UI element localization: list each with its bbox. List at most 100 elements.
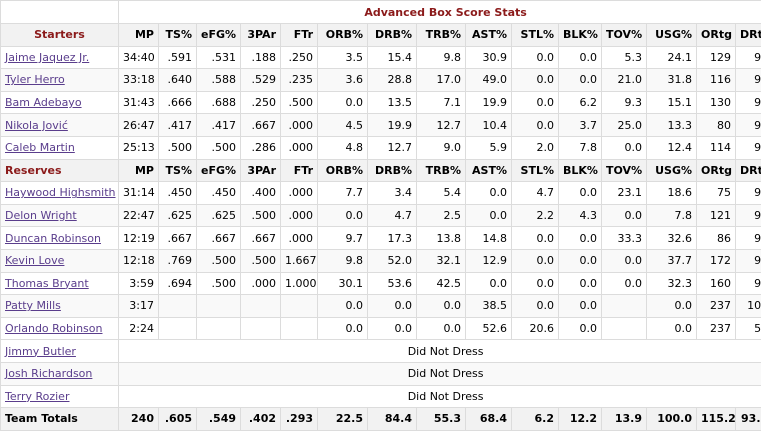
- stat-cell: 96: [734, 68, 761, 92]
- stat-cell: 13.8: [416, 226, 466, 250]
- player-link[interactable]: Caleb Martin: [5, 141, 75, 155]
- stat-cell: .591: [158, 45, 197, 70]
- column-header[interactable]: ORB%: [317, 23, 368, 47]
- stat-cell: 99: [734, 45, 761, 70]
- stat-cell: 0.0: [558, 45, 602, 70]
- column-header[interactable]: ORB%: [317, 158, 368, 183]
- column-header[interactable]: TOV%: [601, 158, 647, 183]
- column-header[interactable]: DRB%: [367, 23, 417, 47]
- stat-cell: 3.6: [317, 68, 368, 92]
- player-link[interactable]: Patty Mills: [5, 299, 61, 313]
- total-cell: 6.2: [511, 407, 559, 431]
- stat-cell: 237: [696, 316, 736, 341]
- column-header[interactable]: MP: [118, 158, 159, 183]
- column-header[interactable]: BLK%: [558, 158, 602, 183]
- player-link[interactable]: Bam Adebayo: [5, 96, 82, 110]
- column-header[interactable]: FTr: [280, 23, 318, 47]
- total-cell: 68.4: [465, 407, 512, 431]
- total-cell: 84.4: [367, 407, 417, 431]
- column-header[interactable]: ORtg: [696, 23, 736, 47]
- stat-cell: 4.8: [317, 135, 368, 160]
- stat-cell: 0.0: [558, 271, 602, 296]
- stat-cell: 3.7: [558, 113, 602, 137]
- player-row: Tyler Herro 33:18.640.588.529.235 3.6 28.8 1…: [0, 68, 761, 92]
- stat-cell: .769: [158, 248, 197, 273]
- stat-cell: 1.000: [280, 271, 318, 296]
- player-link[interactable]: Orlando Robinson: [5, 322, 103, 336]
- stat-cell: 15.4: [367, 45, 417, 70]
- stat-cell: .000: [280, 203, 318, 228]
- player-link[interactable]: Jimmy Butler: [5, 344, 76, 358]
- player-row: Orlando Robinson 2:24 0.0 0.0 0.0 52.6 20.6 0.0…: [0, 316, 761, 341]
- stat-cell: 94: [734, 203, 761, 228]
- player-link[interactable]: Haywood Highsmith: [5, 186, 116, 200]
- stat-cell: 75: [696, 181, 736, 205]
- stat-cell: 12.7: [367, 135, 417, 160]
- column-header[interactable]: TRB%: [416, 158, 466, 183]
- stat-cell: 0.0: [646, 316, 697, 341]
- player-link[interactable]: Josh Richardson: [5, 367, 93, 381]
- stat-cell: .000: [280, 113, 318, 137]
- stat-cell: .667: [240, 113, 281, 137]
- player-link[interactable]: Nikola Jović: [5, 118, 68, 132]
- stat-cell: 5.9: [465, 135, 512, 160]
- stat-cell: 34:40: [118, 45, 159, 70]
- player-link[interactable]: Duncan Robinson: [5, 231, 101, 245]
- stat-cell: .529: [240, 68, 281, 92]
- column-header[interactable]: 3PAr: [240, 23, 281, 47]
- column-header[interactable]: TOV%: [601, 23, 647, 47]
- total-cell: .293: [280, 407, 318, 431]
- column-header[interactable]: USG%: [646, 23, 697, 47]
- stat-cell: .450: [158, 181, 197, 205]
- stat-cell: .666: [158, 90, 197, 115]
- stat-cell: 49.0: [465, 68, 512, 92]
- stat-cell: [240, 294, 281, 318]
- stat-cell: 23.1: [601, 181, 647, 205]
- stat-cell: 96: [734, 113, 761, 137]
- column-header[interactable]: BLK%: [558, 23, 602, 47]
- stat-cell: .667: [240, 226, 281, 250]
- stat-cell: 0.0: [416, 294, 466, 318]
- player-link[interactable]: Tyler Herro: [5, 73, 65, 87]
- column-header[interactable]: TRB%: [416, 23, 466, 47]
- player-row: Patty Mills 3:17 0.0 0.0 0.0 38.5 0.0 0.0 0.0 237…: [0, 294, 761, 318]
- player-link[interactable]: Thomas Bryant: [5, 276, 89, 290]
- player-link[interactable]: Jaime Jaquez Jr.: [5, 50, 90, 64]
- player-link[interactable]: Kevin Love: [5, 254, 65, 268]
- column-header[interactable]: STL%: [511, 23, 559, 47]
- column-header[interactable]: DRtg: [734, 23, 761, 47]
- column-header[interactable]: FTr: [280, 158, 318, 183]
- stat-cell: 21.0: [601, 68, 647, 92]
- column-header[interactable]: AST%: [465, 23, 512, 47]
- stat-cell: 13.5: [367, 90, 417, 115]
- total-cell: 12.2: [558, 407, 602, 431]
- section-header-row: Starters MP TS% eFG% 3PAr FTr ORB% DRB% TRB% AST%…: [0, 23, 761, 47]
- column-header[interactable]: USG%: [646, 158, 697, 183]
- column-header[interactable]: eFG%: [196, 23, 241, 47]
- stat-cell: 33.3: [601, 226, 647, 250]
- column-header[interactable]: AST%: [465, 158, 512, 183]
- column-header[interactable]: DRtg: [734, 158, 761, 183]
- section-header-row: Reserves MP TS% eFG% 3PAr FTr ORB% DRB% TRB% AST%…: [0, 158, 761, 183]
- column-header[interactable]: TS%: [158, 23, 197, 47]
- player-link[interactable]: Delon Wright: [5, 209, 77, 223]
- column-header[interactable]: DRB%: [367, 158, 417, 183]
- stat-cell: .500: [280, 90, 318, 115]
- column-header[interactable]: eFG%: [196, 158, 241, 183]
- stat-cell: 0.0: [511, 271, 559, 296]
- column-header[interactable]: TS%: [158, 158, 197, 183]
- player-row: Duncan Robinson 12:19.667.667.667.000 9.7 1…: [0, 226, 761, 250]
- column-header[interactable]: 3PAr: [240, 158, 281, 183]
- stat-cell: 0.0: [317, 90, 368, 115]
- stat-cell: 3.5: [317, 45, 368, 70]
- player-link[interactable]: Terry Rozier: [5, 389, 70, 403]
- column-header[interactable]: MP: [118, 23, 159, 47]
- column-header[interactable]: ORtg: [696, 158, 736, 183]
- player-name-cell: Duncan Robinson: [0, 226, 119, 250]
- stat-cell: 28.8: [367, 68, 417, 92]
- stat-cell: 30.1: [317, 271, 368, 296]
- player-name-cell: Terry Rozier: [0, 384, 119, 409]
- stat-cell: .400: [240, 181, 281, 205]
- column-header[interactable]: STL%: [511, 158, 559, 183]
- player-name-cell: Josh Richardson: [0, 361, 119, 386]
